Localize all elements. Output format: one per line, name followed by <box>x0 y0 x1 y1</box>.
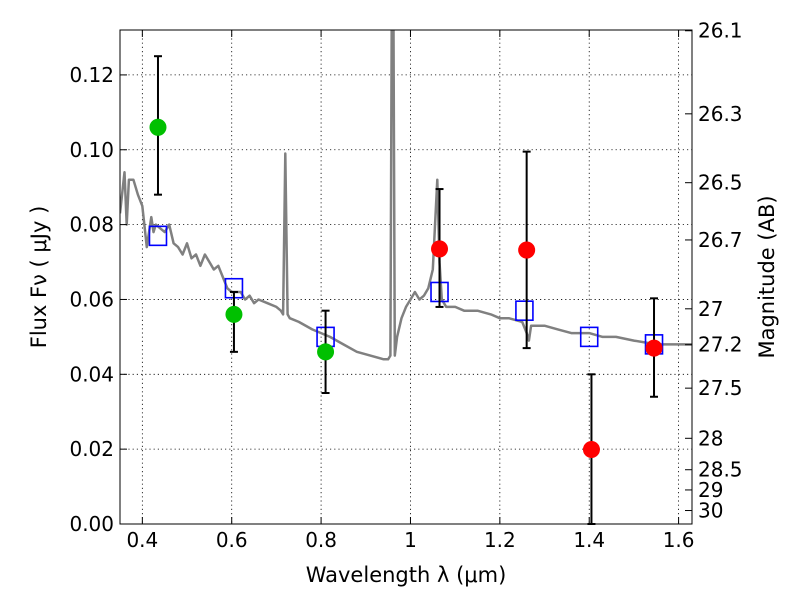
model-flux-square <box>579 326 599 348</box>
measured-flux-point <box>317 343 335 361</box>
x-tick-label: 0.8 <box>305 528 337 552</box>
measured-flux-point <box>645 339 663 357</box>
y-tick-label: 0.10 <box>69 138 114 162</box>
mag-tick-label: 28.5 <box>698 458 743 482</box>
data-layer <box>120 30 692 361</box>
measured-flux-point <box>518 241 536 259</box>
mag-tick-label: 30 <box>698 499 723 523</box>
y-tick-label: 0.00 <box>69 512 114 536</box>
mag-tick-label: 26.7 <box>698 228 743 252</box>
ticks: 0.4 0.6 0.8 1 1.2 1.4 1.6 0.00 0.02 0.04 0.06 0.08 0… <box>69 19 742 552</box>
error-bars <box>149 55 663 525</box>
x-tick-label: 1.6 <box>663 528 695 552</box>
y2-axis-label: Magnitude (AB) <box>755 195 779 358</box>
mag-tick-label: 27.5 <box>698 376 743 400</box>
model-flux-square <box>148 225 168 247</box>
mag-tick-label: 26.1 <box>698 19 743 43</box>
mag-tick-label: 28 <box>698 426 723 450</box>
mag-tick-label: 27.2 <box>698 333 743 357</box>
model-flux-square <box>515 300 534 321</box>
x-axis-label: Wavelength λ (μm) <box>306 563 507 587</box>
y-tick-label: 0.08 <box>69 213 114 237</box>
y-axis-label: Flux Fν ( μJy ) <box>27 206 51 349</box>
x-tick-label: 1 <box>404 528 417 552</box>
measured-flux-point <box>149 118 167 136</box>
y-tick-label: 0.06 <box>69 287 114 311</box>
measured-flux-point <box>431 240 449 258</box>
x-tick-label: 1.2 <box>484 528 516 552</box>
measured-flux-point <box>582 441 600 459</box>
mag-tick-label: 26.5 <box>698 171 743 195</box>
x-tick-label: 0.6 <box>216 528 248 552</box>
y-tick-label: 0.12 <box>69 63 114 87</box>
y-tick-label: 0.04 <box>69 362 114 386</box>
mag-tick-label: 29 <box>698 478 723 502</box>
mag-tick-label: 27 <box>698 297 723 321</box>
measured-flux-point <box>225 305 243 323</box>
x-tick-label: 1.4 <box>573 528 605 552</box>
plot-frame <box>119 29 693 525</box>
x-tick-label: 0.4 <box>126 528 158 552</box>
plot-background <box>120 30 692 524</box>
mag-tick-label: 26.3 <box>698 102 743 126</box>
y-tick-label: 0.02 <box>69 437 114 461</box>
